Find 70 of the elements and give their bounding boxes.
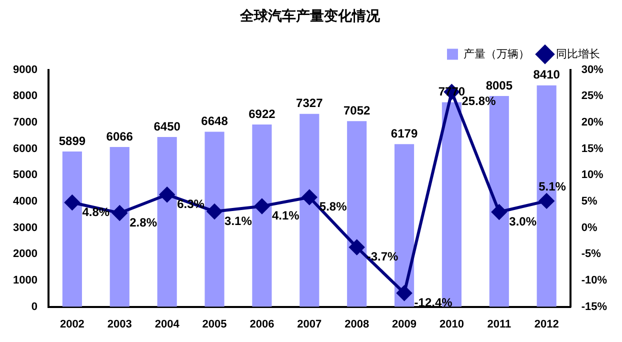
y2-tick-label: 30% [581, 64, 604, 76]
point [349, 240, 364, 255]
bar [252, 124, 272, 307]
bar [62, 151, 82, 307]
x-tick-label: 2010 [439, 318, 464, 330]
y-tick-label: 8000 [12, 90, 38, 102]
data-label: 5899 [58, 134, 86, 148]
y-tick-label: 0 [31, 300, 38, 313]
data-label: 25.8% [462, 94, 496, 108]
y2-tick-label: -5% [581, 248, 602, 260]
legend-label: 产量（万辆） [464, 47, 530, 60]
x-tick-label: 2008 [344, 318, 370, 330]
y2-tick-label: 10% [581, 169, 604, 182]
x-tick-label: 2005 [202, 318, 227, 330]
point [207, 204, 222, 219]
data-label: 6450 [154, 119, 181, 134]
x-tick-label: 2007 [297, 318, 322, 330]
y-tick-label: 2000 [12, 248, 38, 260]
x-tick-label: 2012 [534, 318, 559, 330]
point [160, 187, 175, 202]
y-tick-label: 1000 [12, 274, 38, 286]
x-tick-label: 2009 [392, 318, 417, 330]
point [539, 193, 554, 208]
data-label: 2.8% [130, 215, 158, 230]
data-label: 6648 [201, 114, 228, 128]
y-tick-label: 7000 [12, 116, 38, 128]
point [396, 286, 412, 301]
data-label: 5.1% [538, 179, 566, 194]
bar [347, 121, 367, 307]
y2-tick-label: 0% [581, 222, 598, 234]
y-tick-label: 4000 [12, 196, 38, 208]
x-tick-label: 2003 [107, 318, 132, 330]
x-tick-label: 2004 [154, 318, 180, 330]
data-label: -3.7% [366, 250, 399, 264]
bar [157, 136, 177, 307]
point [64, 195, 80, 210]
y2-tick-label: -15% [581, 300, 608, 313]
data-label: 5.8% [319, 200, 348, 214]
y2-tick-label: 25% [581, 90, 604, 102]
x-tick-label: 2002 [60, 318, 84, 330]
data-label: 4.8% [82, 204, 110, 219]
point [492, 204, 507, 220]
data-label: 6066 [106, 129, 134, 144]
bar [300, 114, 320, 307]
chart-title: 全球汽车产量变化情况 [239, 7, 381, 24]
point [302, 190, 317, 205]
y2-tick-label: 20% [581, 116, 604, 128]
data-label: 8410 [533, 68, 560, 82]
x-tick-label: 2011 [487, 318, 512, 330]
x-tick-label: 2006 [250, 318, 274, 330]
data-label: 4.1% [272, 208, 300, 223]
data-label: 3.1% [224, 214, 252, 228]
bar [110, 147, 130, 307]
y2-tick-label: 15% [581, 142, 604, 155]
data-label: 8005 [486, 78, 513, 92]
point [112, 206, 128, 221]
y2-tick-label: 5% [581, 196, 598, 208]
y-tick-label: 5000 [12, 169, 38, 182]
y-tick-label: 6000 [12, 142, 38, 155]
y-tick-label: 9000 [12, 64, 38, 76]
data-label: 3.0% [509, 214, 537, 228]
y-tick-label: 3000 [12, 222, 38, 234]
bar [204, 132, 224, 307]
y2-tick-label: -10% [581, 274, 608, 286]
data-label: 6179 [390, 126, 418, 140]
data-label: 6922 [248, 106, 276, 121]
legend-label: 同比增长 [556, 47, 600, 60]
point [254, 198, 270, 214]
data-label: 7327 [296, 96, 324, 110]
data-label: 7052 [343, 103, 371, 118]
